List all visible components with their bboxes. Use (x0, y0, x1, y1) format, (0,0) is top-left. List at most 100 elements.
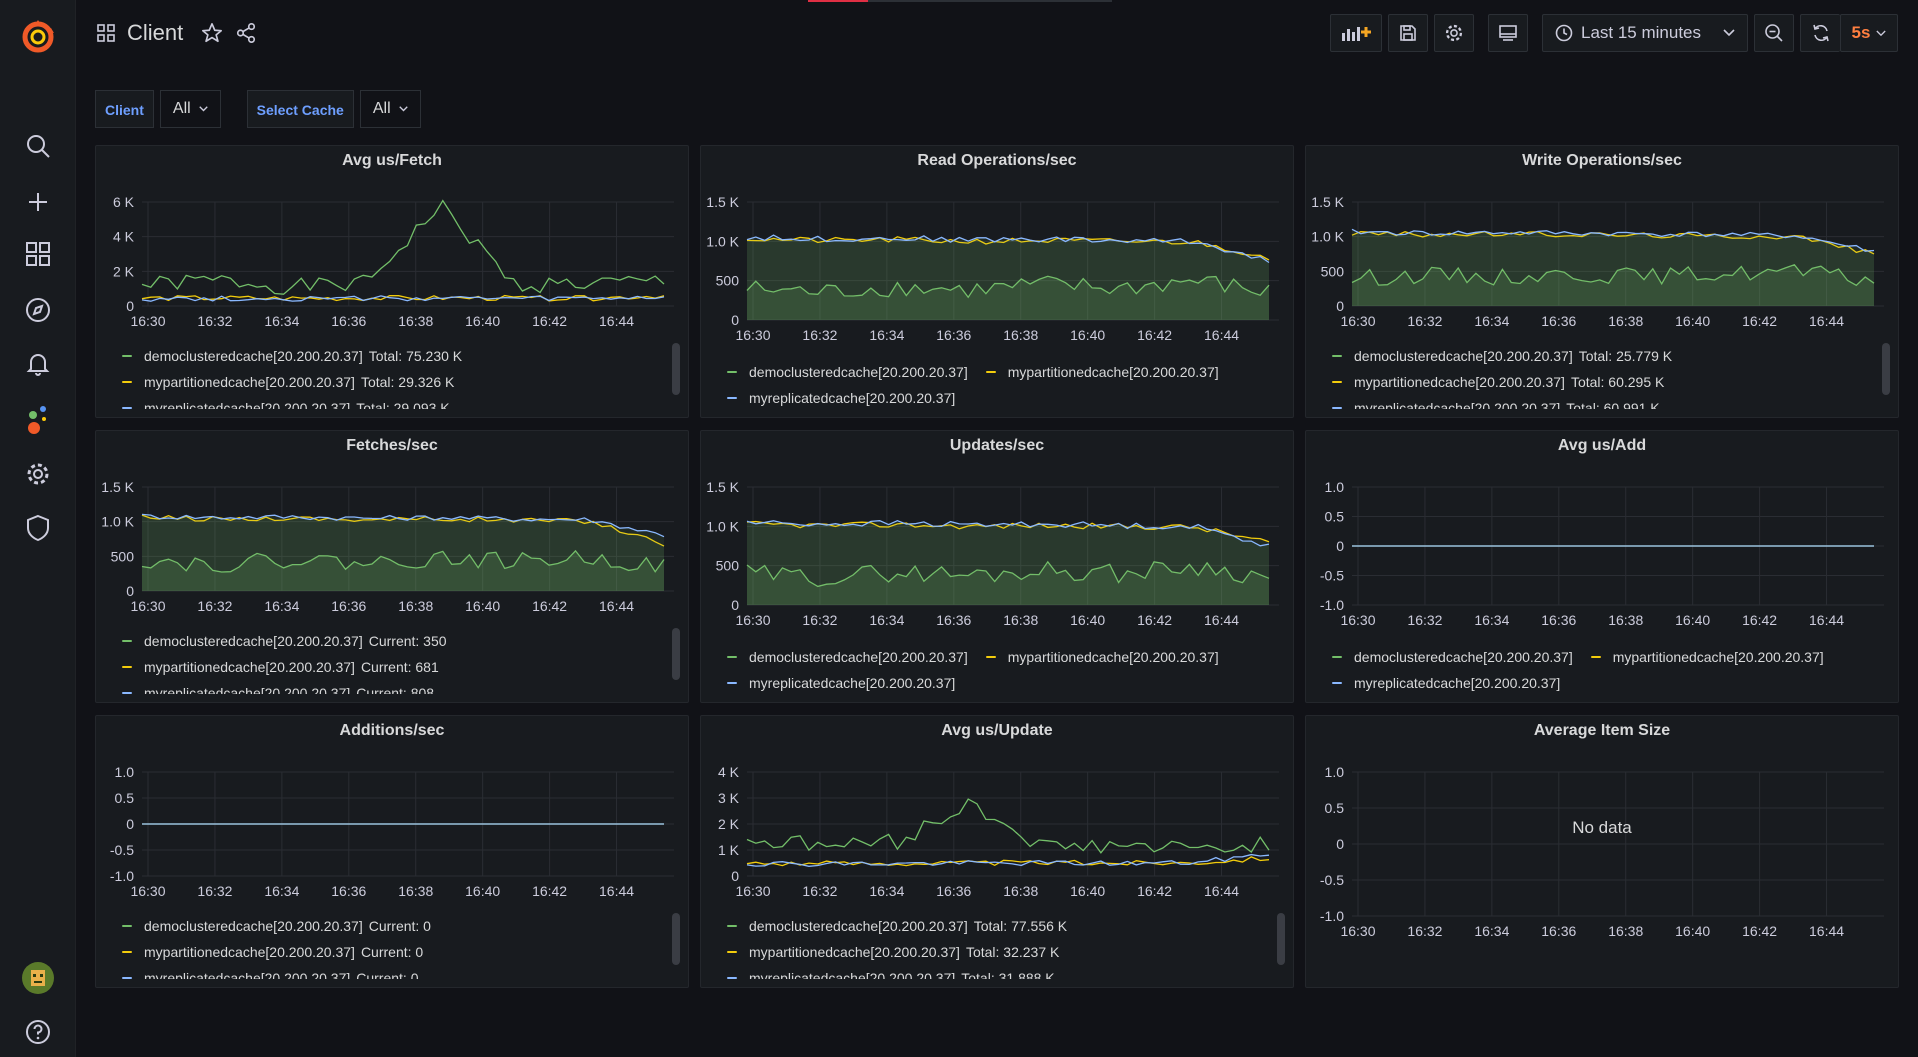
x-tick-label: 16:44 (1204, 883, 1239, 899)
legend-scrollbar[interactable] (672, 913, 680, 965)
panel[interactable]: Write Operations/sec 1.5 K 1.0 K 500 0 16:30 1… (1305, 145, 1899, 418)
variable-select-client[interactable]: All (159, 90, 221, 128)
legend-color-swatch (122, 951, 132, 953)
legend-item[interactable]: myreplicatedcache[20.200.20.37] Current: … (122, 685, 434, 694)
x-tick-label: 16:32 (802, 883, 837, 899)
chart-plot: 1.5 K 1.0 K 500 016:30 16:32 16:34 16:36 16:38 1… (706, 194, 1279, 343)
legend-item[interactable]: myreplicatedcache[20.200.20.37] Total: 60… (1332, 400, 1660, 409)
legend-item[interactable]: mypartitionedcache[20.200.20.37] Total: 3… (727, 944, 1059, 960)
legend-item[interactable]: democlusteredcache[20.200.20.37] Total: 2… (1332, 348, 1672, 364)
legend-item[interactable]: mypartitionedcache[20.200.20.37] Current:… (122, 659, 439, 675)
legend-item[interactable]: myreplicatedcache[20.200.20.37] Current: … (122, 970, 419, 979)
share-icon[interactable] (235, 22, 257, 44)
legend-item[interactable]: mypartitionedcache[20.200.20.37] Current:… (122, 944, 423, 960)
panel[interactable]: Avg us/Fetch 6 K 4 K 2 K 0 16:30 16:32 16:34 16:… (95, 145, 689, 418)
dashboards-grid-icon[interactable] (97, 24, 115, 42)
legend-scrollbar[interactable] (672, 628, 680, 680)
legend-color-swatch (122, 355, 132, 357)
panel-legend: democlusteredcache[20.200.20.37] Total: 7… (727, 913, 1263, 979)
star-icon[interactable] (201, 22, 223, 44)
legend-item[interactable]: myreplicatedcache[20.200.20.37] (727, 675, 955, 691)
legend-scrollbar[interactable] (672, 343, 680, 395)
legend-item[interactable]: democlusteredcache[20.200.20.37] Total: 7… (122, 348, 462, 364)
panel[interactable]: Fetches/sec 1.5 K 1.0 K 500 0 16:30 16:32 16:34… (95, 430, 689, 703)
legend-item[interactable]: mypartitionedcache[20.200.20.37] Total: 2… (122, 374, 454, 390)
series-line (746, 853, 1270, 867)
x-tick-label: 16:36 (331, 313, 366, 329)
panel-title[interactable]: Additions/sec (339, 722, 445, 739)
shield-icon[interactable] (22, 512, 54, 544)
panel-title[interactable]: Avg us/Fetch (342, 152, 442, 169)
panel[interactable]: Read Operations/sec 1.5 K 1.0 K 500 0 16:30 16… (700, 145, 1294, 418)
variable-select-cache[interactable]: All (359, 90, 421, 128)
legend-item[interactable]: myreplicatedcache[20.200.20.37] Total: 31… (727, 970, 1055, 979)
search-icon[interactable] (22, 130, 54, 162)
legend-item[interactable]: democlusteredcache[20.200.20.37] (1332, 649, 1573, 665)
legend-item[interactable]: myreplicatedcache[20.200.20.37] (727, 390, 955, 406)
panel[interactable]: Additions/sec 1.0 0.5 0 -0.5 -1.0 16:30 16:32 16… (95, 715, 689, 988)
legend-series-stat: Total: 60.295 K (1570, 374, 1665, 390)
legend-series-stat: Total: 77.556 K (973, 918, 1068, 934)
refresh-button[interactable] (1800, 14, 1840, 52)
panel-title[interactable]: Write Operations/sec (1522, 152, 1682, 169)
legend-item[interactable]: democlusteredcache[20.200.20.37] (727, 364, 968, 380)
explore-icon[interactable] (22, 294, 54, 326)
dashboards-icon[interactable] (22, 238, 54, 270)
chart-plot: 1.0 0.5 0 -0.5 -1.016:30 16:32 16:34 16:36 16:38… (110, 764, 674, 899)
panel-title[interactable]: Fetches/sec (346, 437, 438, 454)
panel-title[interactable]: Avg us/Update (941, 722, 1053, 739)
add-panel-button[interactable] (1330, 14, 1382, 52)
panel-title[interactable]: Avg us/Add (1557, 437, 1647, 454)
legend-scrollbar[interactable] (1277, 913, 1285, 965)
gear-icon[interactable] (22, 458, 54, 490)
legend-series-name: democlusteredcache[20.200.20.37] (749, 918, 968, 934)
legend-item[interactable]: myreplicatedcache[20.200.20.37] Total: 29… (122, 400, 450, 409)
x-tick-label: 16:44 (1809, 612, 1844, 628)
dashboard-navbar: Client Last 15 minutes (75, 0, 1918, 68)
dashboard-title[interactable]: Client (127, 20, 184, 45)
panel[interactable]: Updates/sec 1.5 K 1.0 K 500 0 16:30 16:32 16:34… (700, 430, 1294, 703)
legend-item[interactable]: democlusteredcache[20.200.20.37] Current:… (122, 633, 447, 649)
legend-item[interactable]: mypartitionedcache[20.200.20.37] (985, 649, 1219, 665)
panel[interactable]: Avg us/Update 4 K 3 K 2 K 1 K 0 16:30 16:32 16:3… (700, 715, 1294, 988)
time-range-picker[interactable]: Last 15 minutes (1542, 14, 1748, 52)
user-avatar[interactable] (22, 962, 54, 994)
x-tick-label: 16:30 (1340, 612, 1375, 628)
dashboard-settings-button[interactable] (1434, 14, 1474, 52)
plugin-app-icon[interactable] (22, 404, 54, 436)
alert-bell-icon[interactable] (22, 348, 54, 380)
legend-item[interactable]: democlusteredcache[20.200.20.37] Current:… (122, 918, 431, 934)
y-tick-label: 3 K (718, 790, 740, 806)
chart-plot: 1.0 0.5 0 -0.5 -1.016:30 16:32 16:34 16:36 16:38… (1320, 479, 1884, 628)
y-tick-label: 1.0 K (1311, 229, 1344, 245)
zoom-out-button[interactable] (1754, 14, 1794, 52)
x-tick-label: 16:44 (599, 883, 634, 899)
help-icon[interactable] (22, 1016, 54, 1048)
y-tick-label: 2 K (718, 816, 740, 832)
panel-title[interactable]: Read Operations/sec (917, 152, 1077, 169)
panel[interactable]: Average Item Size 1.0 0.5 0 -0.5 -1.0 16:30 16:… (1305, 715, 1899, 988)
y-tick-label: 500 (716, 273, 740, 289)
refresh-interval-picker[interactable]: 5s (1840, 14, 1898, 52)
legend-item[interactable]: mypartitionedcache[20.200.20.37] (985, 364, 1219, 380)
y-tick-label: 1.0 (1325, 479, 1345, 495)
panel[interactable]: Avg us/Add 1.0 0.5 0 -0.5 -1.0 16:30 16:32 16:34… (1305, 430, 1899, 703)
x-tick-label: 16:36 (936, 883, 971, 899)
legend-item[interactable]: myreplicatedcache[20.200.20.37] (1332, 675, 1560, 691)
gear-icon (1445, 24, 1463, 42)
legend-item[interactable]: democlusteredcache[20.200.20.37] Total: 7… (727, 918, 1067, 934)
panel-title[interactable]: Average Item Size (1533, 722, 1671, 739)
save-dashboard-button[interactable] (1388, 14, 1428, 52)
legend-color-swatch (122, 925, 132, 927)
cycle-view-mode-button[interactable] (1488, 14, 1528, 52)
panel-title[interactable]: Updates/sec (949, 437, 1045, 454)
x-tick-label: 16:34 (1474, 612, 1509, 628)
series-line (1351, 228, 1875, 252)
grafana-logo[interactable] (20, 18, 56, 54)
legend-item[interactable]: mypartitionedcache[20.200.20.37] Total: 6… (1332, 374, 1664, 390)
legend-item[interactable]: mypartitionedcache[20.200.20.37] (1590, 649, 1824, 665)
x-tick-label: 16:40 (1070, 612, 1105, 628)
legend-item[interactable]: democlusteredcache[20.200.20.37] (727, 649, 968, 665)
legend-scrollbar[interactable] (1882, 343, 1890, 395)
plus-icon[interactable] (22, 186, 54, 218)
